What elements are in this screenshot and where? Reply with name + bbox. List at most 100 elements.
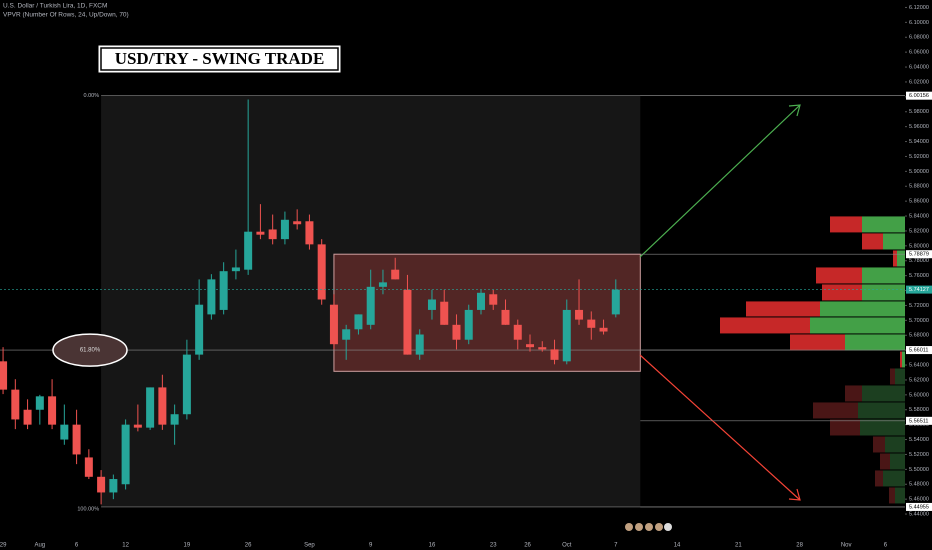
y-tick-label: 5.50000: [909, 467, 929, 473]
x-tick-label: 9: [369, 543, 373, 549]
vp-down: [875, 470, 883, 487]
candle-body: [550, 349, 559, 360]
candle-body: [244, 231, 253, 270]
x-tick-label: 29: [0, 543, 7, 549]
price-marker-label: 5.78879: [909, 252, 929, 258]
x-tick-label: 14: [674, 543, 681, 549]
y-tick-label: 6.12000: [909, 5, 929, 11]
y-tick-label: 5.72000: [909, 303, 929, 309]
icon: [635, 523, 643, 531]
candle-body: [526, 344, 535, 348]
candle-body: [268, 229, 277, 240]
vp-down: [862, 233, 883, 250]
y-tick-label: 6.08000: [909, 35, 929, 41]
price-marker-label: 5.44955: [909, 504, 929, 510]
y-tick-label: 5.70000: [909, 318, 929, 324]
vp-down: [880, 453, 890, 470]
candle-body: [501, 309, 510, 325]
vp-up: [860, 419, 905, 436]
candle-body: [464, 309, 473, 340]
candle-body: [489, 294, 498, 305]
x-tick-label: 19: [184, 543, 191, 549]
candle-body: [403, 289, 412, 355]
candle-body: [293, 221, 302, 225]
candle-body: [538, 347, 547, 350]
price-marker-label: 5.56511: [909, 418, 928, 424]
price-marker-label: 5.66011: [909, 348, 928, 354]
candle-body: [415, 334, 424, 355]
candle-body: [109, 479, 118, 493]
x-tick-label: 7: [614, 543, 618, 549]
down-arrow-head: [788, 488, 801, 501]
y-tick-label: 6.10000: [909, 20, 929, 26]
candle-body: [146, 387, 155, 428]
candle-body: [354, 314, 363, 330]
price-marker: [906, 502, 932, 511]
candle-body: [23, 409, 32, 425]
candle-body: [121, 424, 130, 485]
candle-body: [575, 309, 584, 320]
up-arrow: [639, 104, 801, 258]
candle-body: [133, 424, 142, 428]
price-marker-label: 6.00156: [909, 93, 929, 99]
candle-body: [0, 361, 8, 390]
vp-down: [845, 385, 862, 402]
y-tick-label: 5.84000: [909, 214, 929, 220]
vp-down: [900, 351, 902, 368]
y-tick-label: 5.94000: [909, 139, 929, 145]
y-tick-label: 5.82000: [909, 228, 929, 234]
fib-ellipse: [52, 333, 128, 367]
candle-body: [587, 319, 596, 328]
vp-down: [873, 436, 885, 453]
vp-down: [813, 402, 858, 419]
y-tick-label: 6.02000: [909, 79, 929, 85]
y-tick-label: 5.56000: [909, 422, 929, 428]
y-tick-label: 6.04000: [909, 65, 929, 71]
x-tick-label: 26: [524, 543, 531, 549]
candle-body: [342, 329, 351, 340]
y-tick-label: 5.98000: [909, 109, 929, 115]
candle-body: [329, 304, 338, 345]
candle-body: [280, 219, 289, 240]
x-tick-label: 23: [490, 543, 497, 549]
vp-up: [895, 368, 905, 385]
vp-up: [862, 216, 905, 233]
y-tick-label: 5.90000: [909, 169, 929, 175]
x-tick-label: Sep: [304, 543, 315, 549]
vp-up: [862, 385, 905, 402]
vp-up: [883, 470, 905, 487]
back-layer: [0, 95, 905, 508]
vp-up: [810, 317, 905, 334]
vp-up: [820, 301, 905, 317]
candle-body: [84, 457, 93, 477]
candle-body: [48, 396, 57, 425]
icon: [655, 523, 663, 531]
candle-body: [562, 309, 571, 362]
range-box: [333, 253, 641, 372]
icon: [625, 523, 633, 531]
fib-label: 0.00%: [83, 93, 99, 99]
candle-body: [231, 267, 240, 272]
y-tick-label: 5.48000: [909, 482, 929, 488]
icon: [664, 523, 672, 531]
x-tick-label: Oct: [562, 543, 572, 549]
vp-down: [720, 317, 810, 334]
y-tick-label: 5.46000: [909, 497, 929, 503]
up-arrow-head: [788, 104, 801, 117]
icon: [645, 523, 653, 531]
vp-down: [822, 284, 862, 301]
candle-body: [72, 424, 81, 455]
vp-up: [902, 351, 905, 368]
price-marker: [906, 91, 932, 100]
candle-body: [207, 279, 216, 315]
vp-down: [830, 216, 862, 233]
price-axis: [905, 0, 932, 550]
price-marker: [906, 285, 932, 294]
candle-body: [427, 299, 436, 310]
candle-body: [476, 292, 485, 310]
vp-up: [862, 267, 905, 284]
candle-body: [158, 387, 167, 425]
candle-body: [378, 282, 387, 287]
y-tick-label: 5.68000: [909, 333, 929, 339]
